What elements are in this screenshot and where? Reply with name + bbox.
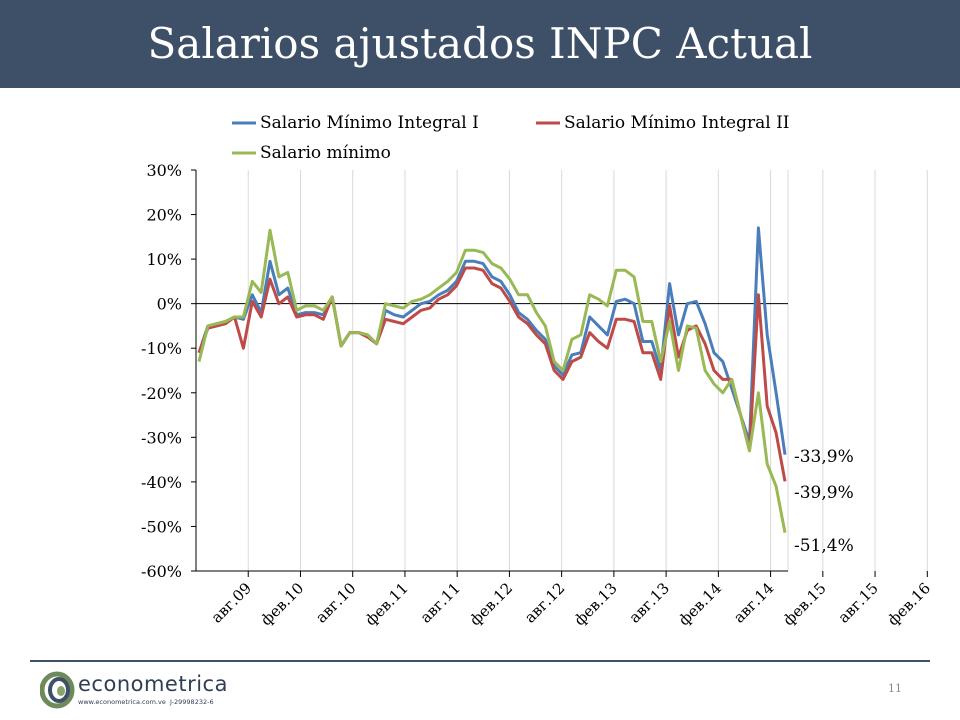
page-number: 11: [888, 682, 902, 695]
x-tick-label: фев.16: [884, 579, 934, 629]
y-tick-label: 0%: [157, 295, 182, 314]
x-tick-label: авг.13: [625, 579, 672, 626]
y-tick-label: -30%: [141, 428, 182, 447]
x-tick-labels: авг.09 фев.10 авг.10 фев.11 авг.11 фев.12 авг.…: [208, 579, 935, 629]
x-tick-label: фев.10: [257, 579, 307, 629]
legend: Salario Mínimo Integral I Salario Mínimo …: [232, 113, 790, 163]
y-tick-label: 20%: [146, 206, 182, 225]
series-line-2: [197, 266, 787, 482]
y-tick-labels: 30% 20% 10% 0% -10% -20% -30% -40% -50% -60%: [141, 161, 182, 581]
x-tick-label: авг.10: [312, 579, 359, 626]
end-value-label: -33,9%: [794, 447, 854, 467]
x-tick-label: авг.11: [417, 579, 464, 626]
y-tick-label: -20%: [141, 384, 182, 403]
logo-swirl-icon: [40, 671, 75, 709]
series-line-3: [197, 228, 787, 533]
x-tick-label: фев.12: [466, 579, 516, 629]
x-tick-label: фев.13: [571, 579, 621, 629]
x-tick-label: авг.09: [208, 579, 255, 626]
x-tick-label: фев.11: [362, 579, 412, 629]
slide-title: Salarios ajustados INPC Actual: [147, 19, 813, 68]
y-tick-label: 10%: [146, 250, 182, 269]
y-tick-label: -10%: [141, 339, 182, 358]
x-tick-label: авг.15: [834, 579, 881, 626]
y-tick-label: -50%: [141, 517, 182, 536]
x-tick-label: авг.12: [521, 579, 568, 626]
end-value-labels: -33,9% -39,9% -51,4%: [794, 447, 854, 556]
econometrica-logo: econometrica www.econometrica.com.ve J-2…: [40, 668, 240, 712]
legend-label: Salario Mínimo Integral I: [260, 113, 479, 133]
logo-url: www.econometrica.com.ve J-29998232-6: [78, 698, 214, 706]
y-tick-label: -60%: [141, 562, 182, 581]
x-tick-label: авг.14: [730, 579, 777, 626]
end-value-label: -51,4%: [794, 536, 854, 556]
title-bar: Salarios ajustados INPC Actual: [0, 0, 960, 88]
gridlines: [247, 170, 928, 571]
x-tick-label: фев.15: [780, 579, 830, 629]
y-tick-label: -40%: [141, 473, 182, 492]
logo-wordmark: econometrica: [78, 672, 228, 696]
legend-label: Salario Mínimo Integral II: [564, 113, 790, 133]
end-value-label: -39,9%: [794, 483, 854, 503]
x-tick-label: фев.14: [675, 579, 725, 629]
legend-label: Salario mínimo: [260, 143, 391, 163]
series-lines: [197, 226, 787, 533]
y-tick-label: 30%: [146, 161, 182, 180]
line-chart: 30% 20% 10% 0% -10% -20% -30% -40% -50% -60% авг.…: [141, 113, 935, 629]
footer-divider: [30, 660, 930, 662]
